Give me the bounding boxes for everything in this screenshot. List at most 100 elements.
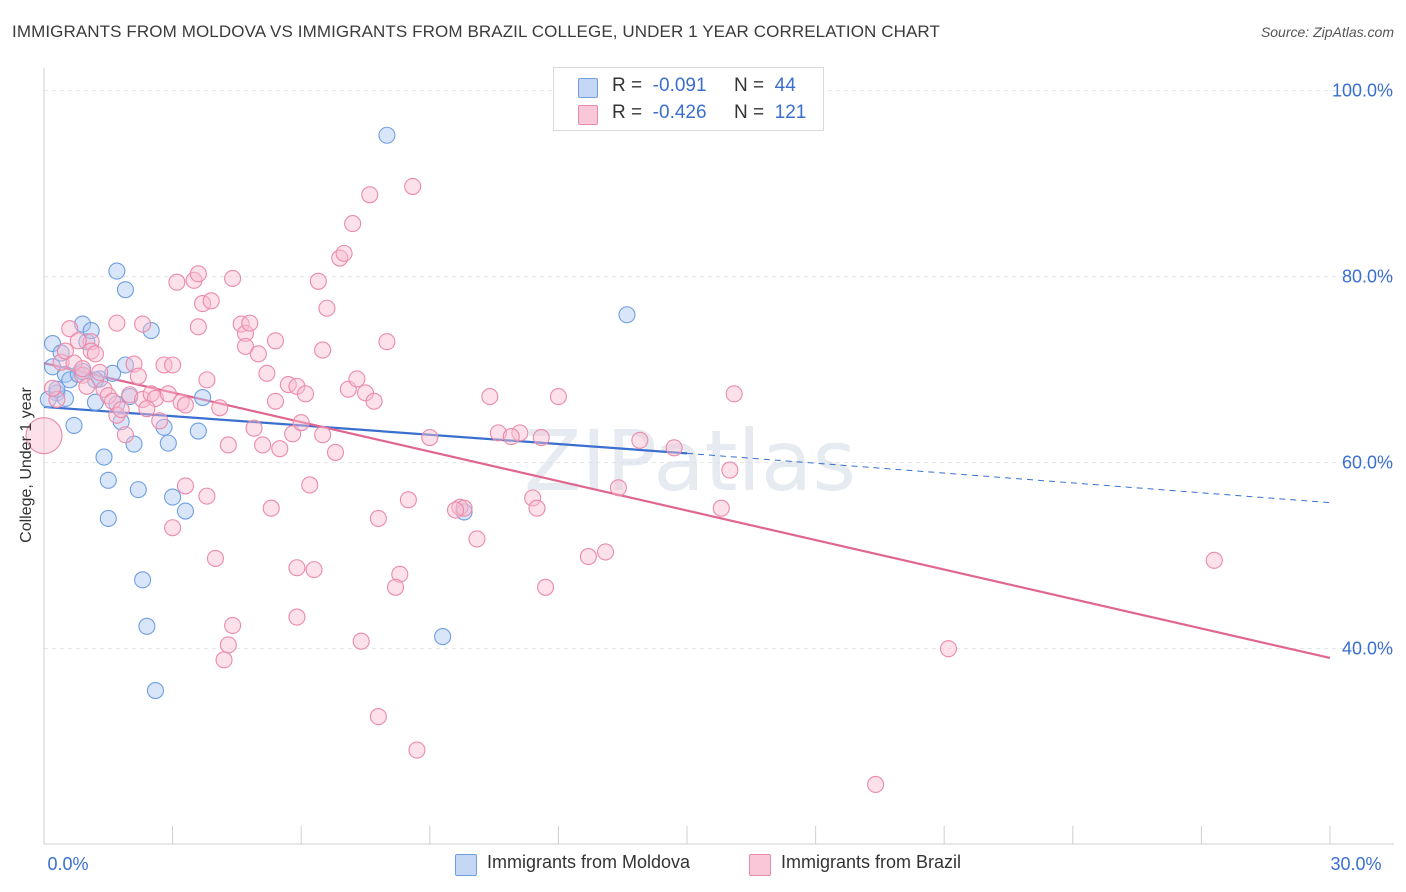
- moldova-point: [134, 571, 152, 589]
- brazil-point: [245, 419, 263, 437]
- brazil-point: [224, 616, 242, 634]
- brazil-point: [404, 177, 422, 195]
- brazil-point: [121, 386, 139, 404]
- brazil-point: [151, 412, 169, 430]
- moldova-trend-line: [43, 405, 688, 455]
- brazil-point: [489, 424, 507, 442]
- brazil-point: [116, 426, 134, 444]
- brazil-point: [288, 559, 306, 577]
- brazil-point: [549, 388, 567, 406]
- y-tick-label: 40.0%: [1342, 639, 1393, 659]
- brazil-point: [112, 401, 130, 419]
- brazil-point: [61, 320, 79, 338]
- moldova-point: [116, 281, 134, 299]
- brazil-point: [378, 333, 396, 351]
- brazil-point: [168, 273, 186, 291]
- brazil-point: [326, 443, 345, 461]
- moldova-point: [159, 434, 177, 452]
- brazil-point: [48, 390, 66, 408]
- brazil-point: [211, 399, 229, 417]
- brazil-point: [224, 269, 242, 288]
- brazil-point: [361, 186, 379, 204]
- brazil-point: [455, 499, 473, 517]
- brazil-point: [129, 367, 147, 385]
- brazil-point: [176, 477, 195, 495]
- brazil-point: [74, 366, 92, 384]
- brazil-point: [164, 356, 182, 374]
- legend-n-label: N =: [734, 75, 765, 96]
- brazil-point: [365, 392, 383, 410]
- moldova-point: [176, 502, 195, 520]
- brazil-point: [108, 314, 126, 332]
- source-credit: Source: ZipAtlas.com: [1260, 24, 1394, 40]
- brazil-point: [189, 318, 207, 336]
- brazil-trend-line: [43, 362, 1331, 660]
- brazil-point: [236, 324, 255, 342]
- brazil-point: [468, 530, 486, 548]
- legend-swatch-moldova: [578, 78, 598, 98]
- moldova-point: [189, 422, 207, 440]
- brazil-point: [134, 315, 152, 333]
- moldova-point: [108, 262, 126, 280]
- series-swatch-brazil: [749, 854, 771, 876]
- legend-r-label: R =: [612, 75, 643, 96]
- moldova-point: [129, 481, 147, 499]
- y-tick-label: 80.0%: [1342, 267, 1393, 287]
- brazil-point: [609, 479, 627, 497]
- brazil-point: [1205, 551, 1223, 569]
- brazil-point: [52, 353, 70, 371]
- brazil-point: [266, 392, 285, 410]
- brazil-point: [597, 543, 615, 561]
- brazil-point: [215, 651, 233, 669]
- brazil-point: [65, 354, 83, 372]
- brazil-point: [206, 549, 225, 568]
- brazil-point: [258, 364, 276, 382]
- brazil-point: [44, 379, 62, 397]
- brazil-point: [481, 388, 499, 406]
- moldova-point: [95, 448, 113, 466]
- y-axis-label: College, Under 1 year: [18, 387, 35, 543]
- brazil-point: [305, 561, 323, 579]
- moldova-point: [99, 509, 117, 528]
- moldova-point: [65, 416, 83, 434]
- brazil-point: [344, 215, 362, 233]
- legend-r-value-moldova: -0.091: [652, 75, 707, 96]
- legend-n-label: N =: [734, 102, 765, 123]
- moldova-point: [74, 315, 92, 333]
- x-tick-label: 0.0%: [47, 854, 88, 874]
- chart-title: IMMIGRANTS FROM MOLDOVA VS IMMIGRANTS FR…: [12, 22, 940, 41]
- brazil-point: [134, 390, 152, 408]
- brazil-point: [721, 461, 739, 479]
- brazil-point: [198, 487, 216, 505]
- brazil-point: [536, 578, 555, 596]
- series-label-moldova: Immigrants from Moldova: [487, 852, 691, 872]
- brazil-point: [335, 244, 353, 262]
- legend-swatch-brazil: [578, 105, 598, 125]
- brazil-point: [271, 440, 289, 458]
- brazil-point: [202, 292, 220, 310]
- brazil-point: [236, 337, 255, 355]
- brazil-point: [939, 640, 958, 658]
- brazil-point: [528, 499, 546, 517]
- moldova-point: [78, 333, 96, 351]
- brazil-point: [241, 314, 259, 332]
- moldova-point: [146, 681, 165, 700]
- y-tick-label: 100.0%: [1332, 81, 1393, 101]
- legend-n-value-moldova: 44: [774, 75, 796, 96]
- brazil-point: [189, 265, 207, 283]
- moldova-point: [618, 306, 636, 324]
- tick-labels: 40.0% 60.0% 80.0% 100.0% 0.0% 30.0%: [47, 81, 1393, 874]
- legend-r-label: R =: [612, 102, 643, 123]
- moldova-point: [138, 617, 156, 635]
- moldova-point: [116, 356, 134, 374]
- brazil-point: [314, 426, 332, 444]
- brazil-point: [219, 436, 237, 454]
- brazil-point: [25, 417, 63, 455]
- legend-r-value-brazil: -0.426: [652, 102, 707, 123]
- brazil-point: [254, 436, 272, 454]
- y-tick-label: 60.0%: [1342, 453, 1393, 473]
- brazil-point: [138, 400, 156, 418]
- brazil-point: [532, 428, 550, 447]
- gridlines: [44, 90, 1394, 650]
